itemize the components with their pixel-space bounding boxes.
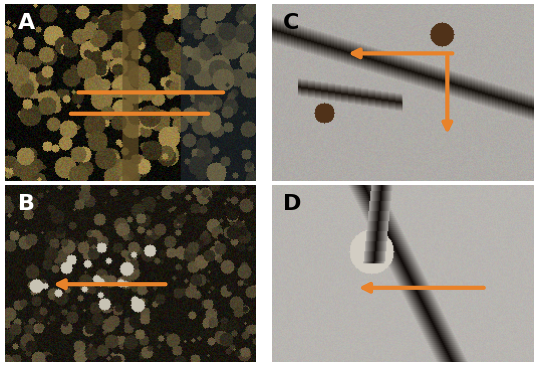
Text: A: A [18, 12, 35, 33]
Text: D: D [282, 194, 301, 214]
Text: B: B [18, 194, 35, 214]
Text: C: C [282, 12, 299, 33]
